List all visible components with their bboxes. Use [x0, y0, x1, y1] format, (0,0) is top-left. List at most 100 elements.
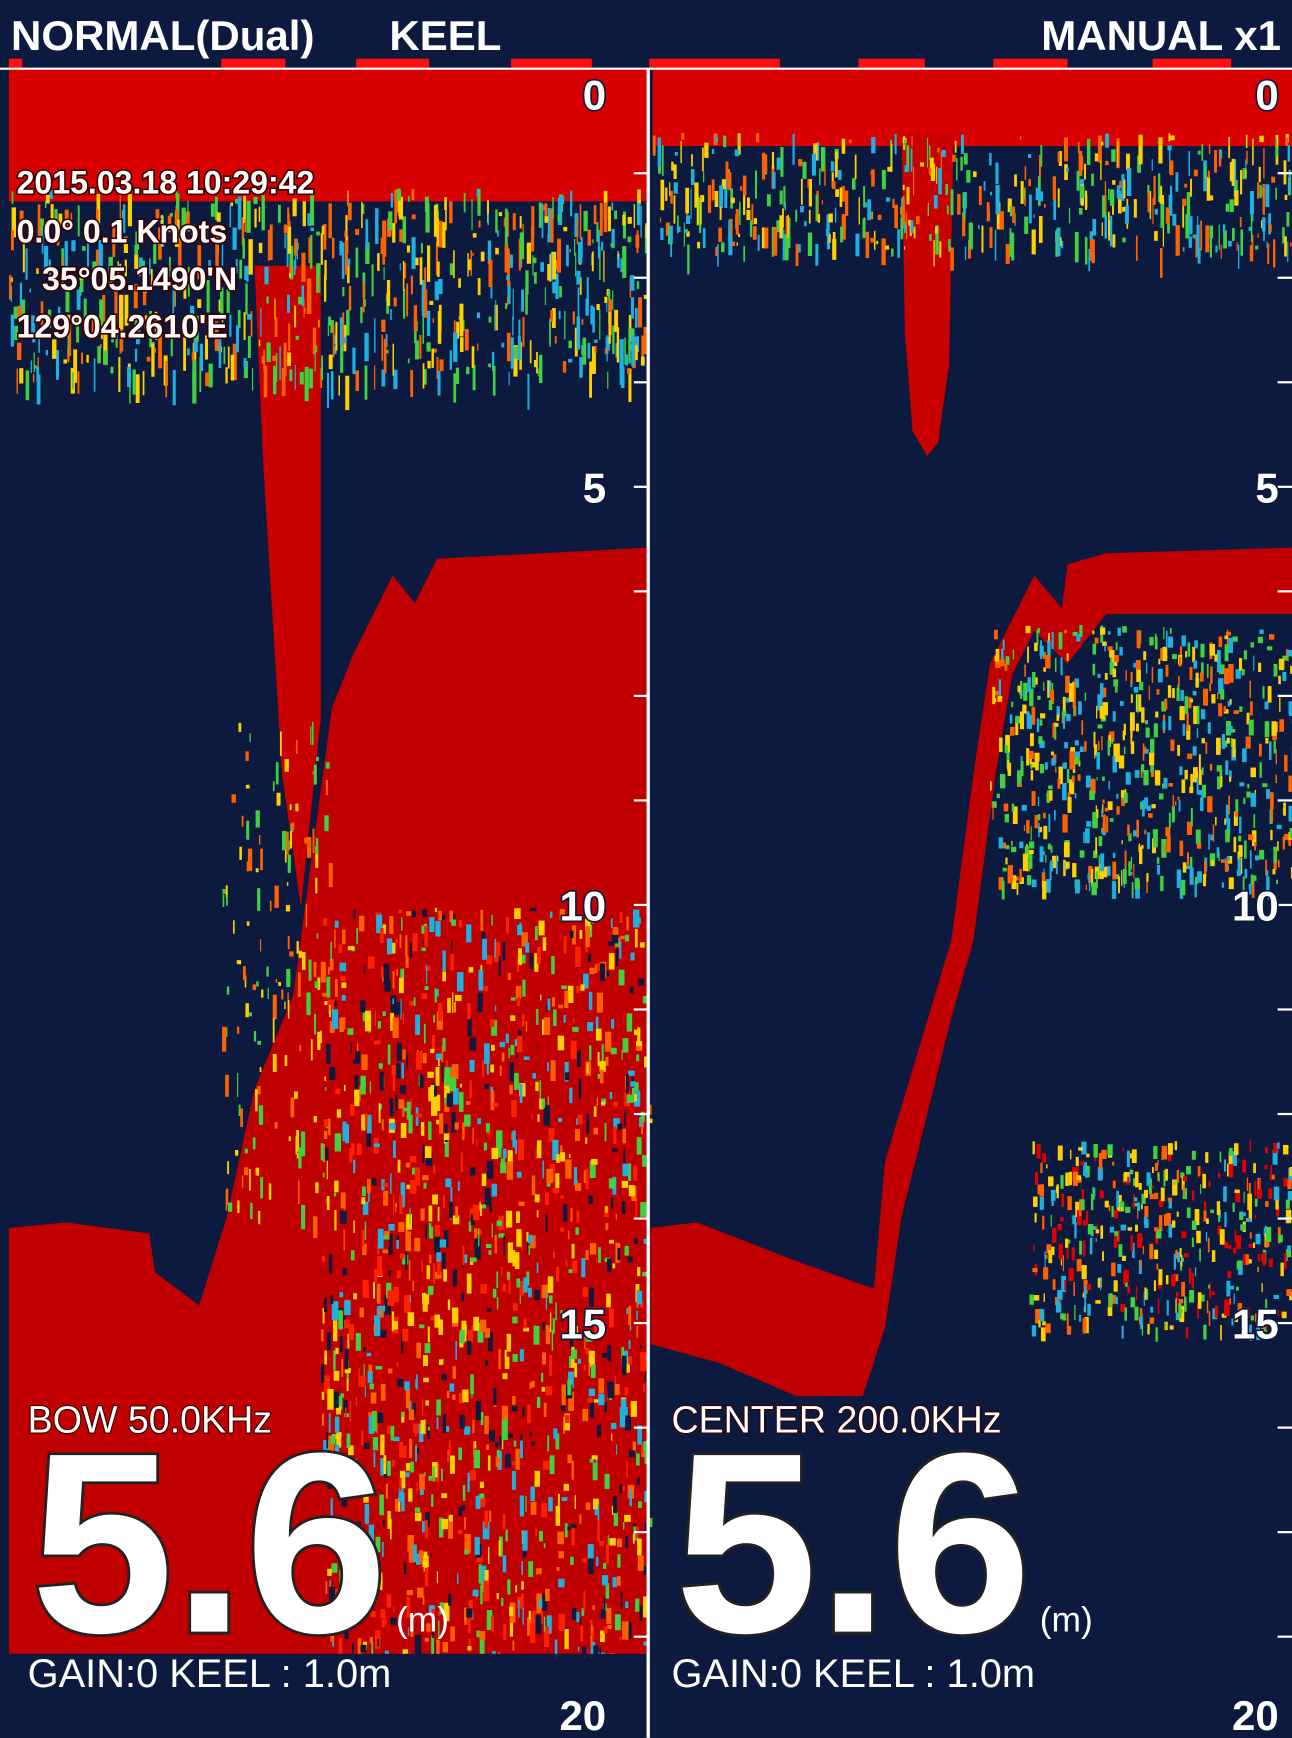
speckle	[525, 287, 528, 315]
speckle	[432, 1035, 435, 1051]
speckle	[720, 207, 722, 220]
speckle	[275, 317, 278, 337]
speckle	[1288, 145, 1290, 162]
speckle	[321, 1329, 323, 1341]
speckle	[535, 1082, 538, 1091]
speckle	[1078, 1147, 1082, 1150]
speckle	[636, 1046, 641, 1051]
speckle	[541, 1503, 547, 1517]
speckle	[239, 260, 242, 279]
speckle	[623, 1150, 625, 1164]
speckle	[1115, 680, 1118, 692]
speckle	[365, 365, 368, 399]
speckle	[756, 133, 759, 142]
speckle	[589, 1045, 591, 1060]
speckle	[1139, 843, 1140, 851]
speckle	[1011, 847, 1016, 852]
speckle	[1267, 242, 1268, 248]
speckle	[431, 1494, 433, 1507]
speckle	[339, 241, 342, 255]
speckle	[512, 1396, 516, 1405]
speckle	[304, 308, 306, 313]
speckle	[415, 1168, 420, 1186]
speckle	[626, 1308, 628, 1314]
speckle	[592, 239, 593, 243]
speckle	[462, 1246, 464, 1266]
speckle	[464, 1517, 466, 1529]
speckle	[327, 373, 329, 408]
speckle	[342, 929, 345, 944]
speckle	[235, 1150, 238, 1156]
speckle	[282, 368, 286, 396]
speckle	[244, 266, 248, 280]
speckle	[1087, 1284, 1091, 1290]
speckle	[576, 986, 580, 993]
speckle	[396, 969, 398, 976]
speckle	[1154, 1250, 1158, 1259]
speckle	[1188, 642, 1191, 656]
speckle	[628, 1071, 634, 1076]
speckle	[1162, 721, 1165, 731]
speckle	[362, 1230, 365, 1246]
speckle	[1160, 201, 1164, 227]
speckle	[324, 1001, 327, 1005]
speckle	[273, 781, 275, 791]
speckle	[464, 1426, 470, 1435]
speckle	[1080, 850, 1085, 857]
speckle	[609, 1538, 616, 1545]
speckle	[1100, 627, 1105, 634]
speckle	[1228, 701, 1231, 707]
speckle	[1269, 224, 1272, 231]
speckle	[1225, 860, 1228, 872]
speckle	[627, 368, 630, 374]
speckle	[1119, 647, 1122, 656]
speckle	[270, 224, 273, 260]
speckle	[1122, 626, 1127, 632]
speckle	[1078, 142, 1080, 153]
speckle	[562, 1497, 568, 1501]
scale-label: 20	[559, 1692, 606, 1738]
speckle	[572, 1608, 576, 1620]
speckle	[1037, 696, 1040, 700]
speckle	[1076, 634, 1080, 642]
speckle	[637, 1291, 642, 1305]
speckle	[1120, 701, 1124, 706]
speckle	[326, 977, 330, 998]
speckle	[619, 970, 625, 986]
speckle	[503, 1149, 507, 1159]
speckle	[1196, 673, 1199, 688]
speckle	[855, 234, 859, 257]
speckle	[559, 311, 561, 319]
speckle	[274, 886, 278, 908]
speckle	[1040, 1163, 1042, 1173]
speckle	[285, 1055, 288, 1066]
speckle	[1144, 1219, 1148, 1228]
speckle	[1279, 719, 1284, 732]
speckle	[1056, 715, 1059, 721]
speckle	[1040, 145, 1042, 167]
speckle	[1015, 716, 1020, 723]
speckle	[840, 226, 843, 242]
speckle	[1086, 821, 1091, 827]
mode: NORMAL(Dual)	[11, 12, 314, 59]
speckle	[1002, 878, 1004, 895]
speckle	[598, 230, 600, 258]
speckle	[1026, 748, 1029, 765]
speckle	[409, 1410, 414, 1420]
speckle	[641, 357, 645, 366]
speckle	[1283, 803, 1286, 816]
speckle	[458, 278, 461, 287]
speckle	[366, 1134, 371, 1147]
speckle	[1276, 749, 1277, 764]
speckle	[1048, 785, 1053, 789]
speckle	[900, 217, 903, 239]
speckle	[236, 325, 239, 352]
speckle	[950, 247, 954, 270]
speckle	[559, 286, 562, 297]
speckle	[1025, 166, 1027, 180]
speckle	[596, 1259, 597, 1262]
speckle	[444, 1133, 449, 1140]
scale-label: 0	[583, 72, 606, 119]
speckle	[1177, 870, 1182, 888]
speckle	[509, 1085, 513, 1095]
